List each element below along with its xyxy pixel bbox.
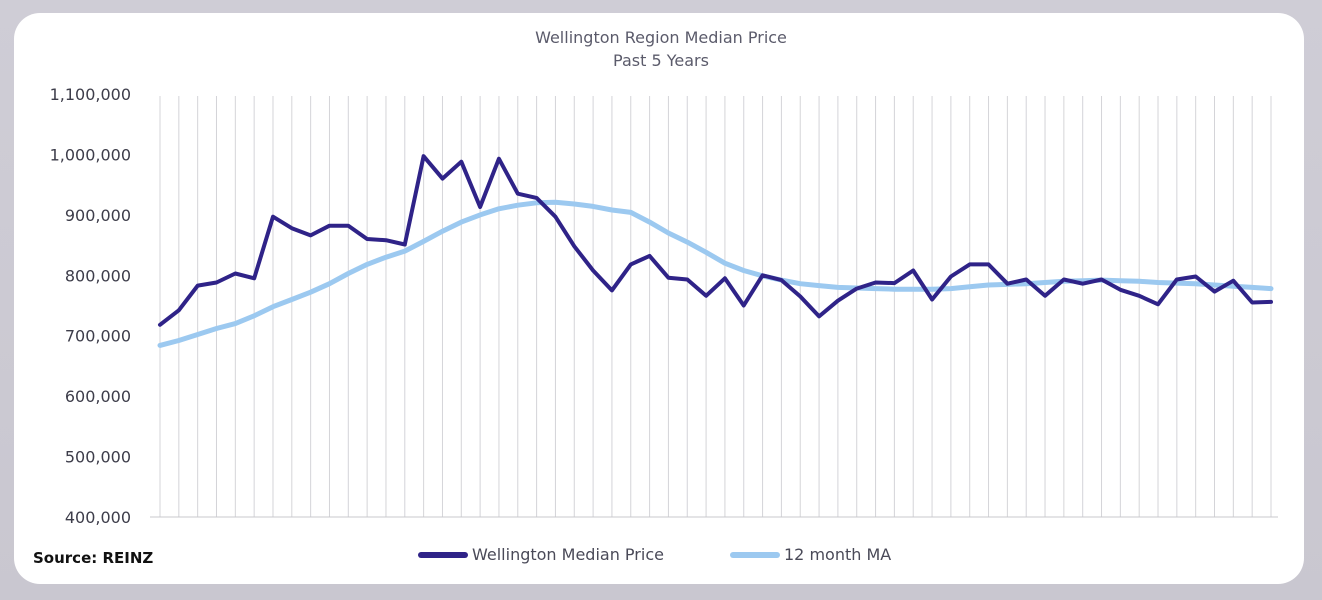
y-tick-label: 1,100,000 <box>50 85 131 104</box>
legend-label-ma: 12 month MA <box>784 545 892 564</box>
series-line-median-price <box>158 154 1273 327</box>
y-tick-label: 900,000 <box>65 206 131 225</box>
chart-subtitle: Past 5 Years <box>613 51 709 70</box>
source-note: Source: REINZ <box>33 549 154 567</box>
chart-title: Wellington Region Median Price <box>535 28 787 47</box>
y-tick-label: 800,000 <box>65 266 131 285</box>
y-tick-label: 500,000 <box>65 448 131 467</box>
y-tick-label: 400,000 <box>65 508 131 527</box>
legend-label-median: Wellington Median Price <box>472 545 664 564</box>
legend-item-ma: 12 month MA <box>730 545 891 564</box>
y-tick-label: 600,000 <box>65 387 131 406</box>
y-tick-label: 700,000 <box>65 327 131 346</box>
series-line-12-month-ma <box>157 199 1274 348</box>
legend-swatch-median <box>418 551 468 558</box>
y-tick-label: 1,000,000 <box>50 145 131 164</box>
chart-card <box>14 13 1304 584</box>
legend-item-median: Wellington Median Price <box>418 545 664 564</box>
legend-swatch-ma <box>730 551 780 558</box>
